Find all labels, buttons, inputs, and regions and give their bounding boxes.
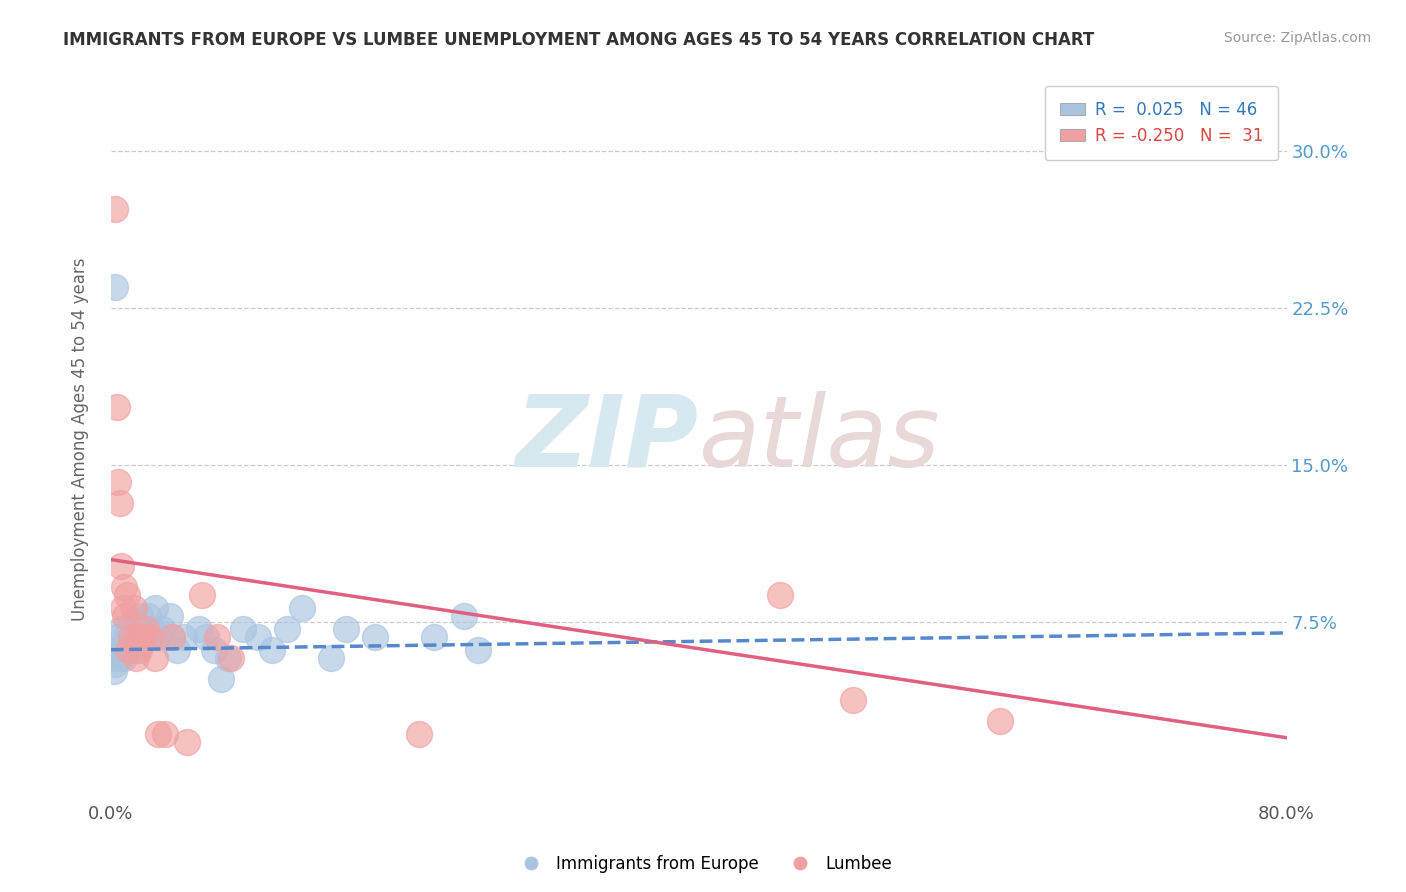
Point	[138, 630, 160, 644]
Point	[159, 609, 181, 624]
Point	[124, 600, 146, 615]
Point	[262, 642, 284, 657]
Point	[111, 600, 134, 615]
Point	[321, 651, 343, 665]
Point	[115, 588, 138, 602]
Point	[209, 672, 232, 686]
Point	[217, 651, 239, 665]
Point	[129, 630, 152, 644]
Point	[103, 651, 125, 665]
Point	[111, 642, 134, 657]
Point	[114, 636, 136, 650]
Legend: Immigrants from Europe, Lumbee: Immigrants from Europe, Lumbee	[508, 848, 898, 880]
Point	[125, 651, 148, 665]
Point	[104, 657, 127, 672]
Point	[276, 622, 298, 636]
Point	[173, 630, 195, 644]
Point	[202, 642, 225, 657]
Point	[153, 726, 176, 740]
Point	[108, 496, 131, 510]
Point	[117, 626, 139, 640]
Point	[143, 651, 166, 665]
Point	[107, 647, 129, 661]
Point	[105, 630, 128, 644]
Point	[101, 642, 124, 657]
Point	[162, 630, 184, 644]
Point	[335, 622, 357, 636]
Legend: R =  0.025   N = 46, R = -0.250   N =  31: R = 0.025 N = 46, R = -0.250 N = 31	[1045, 86, 1278, 160]
Point	[143, 600, 166, 615]
Point	[105, 400, 128, 414]
Text: ZIP: ZIP	[516, 391, 699, 488]
Point	[104, 280, 127, 294]
Point	[110, 622, 132, 636]
Point	[108, 651, 131, 665]
Point	[112, 580, 135, 594]
Point	[129, 609, 152, 624]
Point	[132, 630, 155, 644]
Point	[423, 630, 446, 644]
Point	[110, 558, 132, 573]
Point	[221, 651, 243, 665]
Point	[768, 588, 790, 602]
Point	[121, 615, 143, 630]
Point	[141, 622, 163, 636]
Point	[232, 622, 254, 636]
Point	[127, 630, 149, 644]
Point	[125, 622, 148, 636]
Point	[205, 630, 228, 644]
Point	[453, 609, 475, 624]
Point	[150, 622, 173, 636]
Text: Source: ZipAtlas.com: Source: ZipAtlas.com	[1223, 31, 1371, 45]
Point	[139, 630, 162, 644]
Point	[128, 642, 150, 657]
Point	[408, 726, 430, 740]
Point	[136, 609, 159, 624]
Point	[246, 630, 269, 644]
Point	[176, 735, 198, 749]
Point	[132, 630, 155, 644]
Point	[842, 693, 865, 707]
Point	[118, 642, 141, 657]
Point	[988, 714, 1011, 728]
Point	[127, 642, 149, 657]
Point	[124, 630, 146, 644]
Point	[166, 642, 188, 657]
Point	[114, 609, 136, 624]
Point	[291, 600, 314, 615]
Point	[188, 622, 211, 636]
Point	[104, 202, 127, 217]
Point	[117, 642, 139, 657]
Point	[146, 630, 169, 644]
Point	[191, 588, 214, 602]
Y-axis label: Unemployment Among Ages 45 to 54 years: Unemployment Among Ages 45 to 54 years	[72, 257, 89, 621]
Point	[103, 664, 125, 678]
Point	[120, 630, 142, 644]
Point	[364, 630, 387, 644]
Point	[146, 726, 169, 740]
Point	[162, 630, 184, 644]
Point	[112, 651, 135, 665]
Point	[195, 630, 218, 644]
Text: IMMIGRANTS FROM EUROPE VS LUMBEE UNEMPLOYMENT AMONG AGES 45 TO 54 YEARS CORRELAT: IMMIGRANTS FROM EUROPE VS LUMBEE UNEMPLO…	[63, 31, 1094, 49]
Text: atlas: atlas	[699, 391, 941, 488]
Point	[135, 622, 157, 636]
Point	[107, 475, 129, 489]
Point	[467, 642, 489, 657]
